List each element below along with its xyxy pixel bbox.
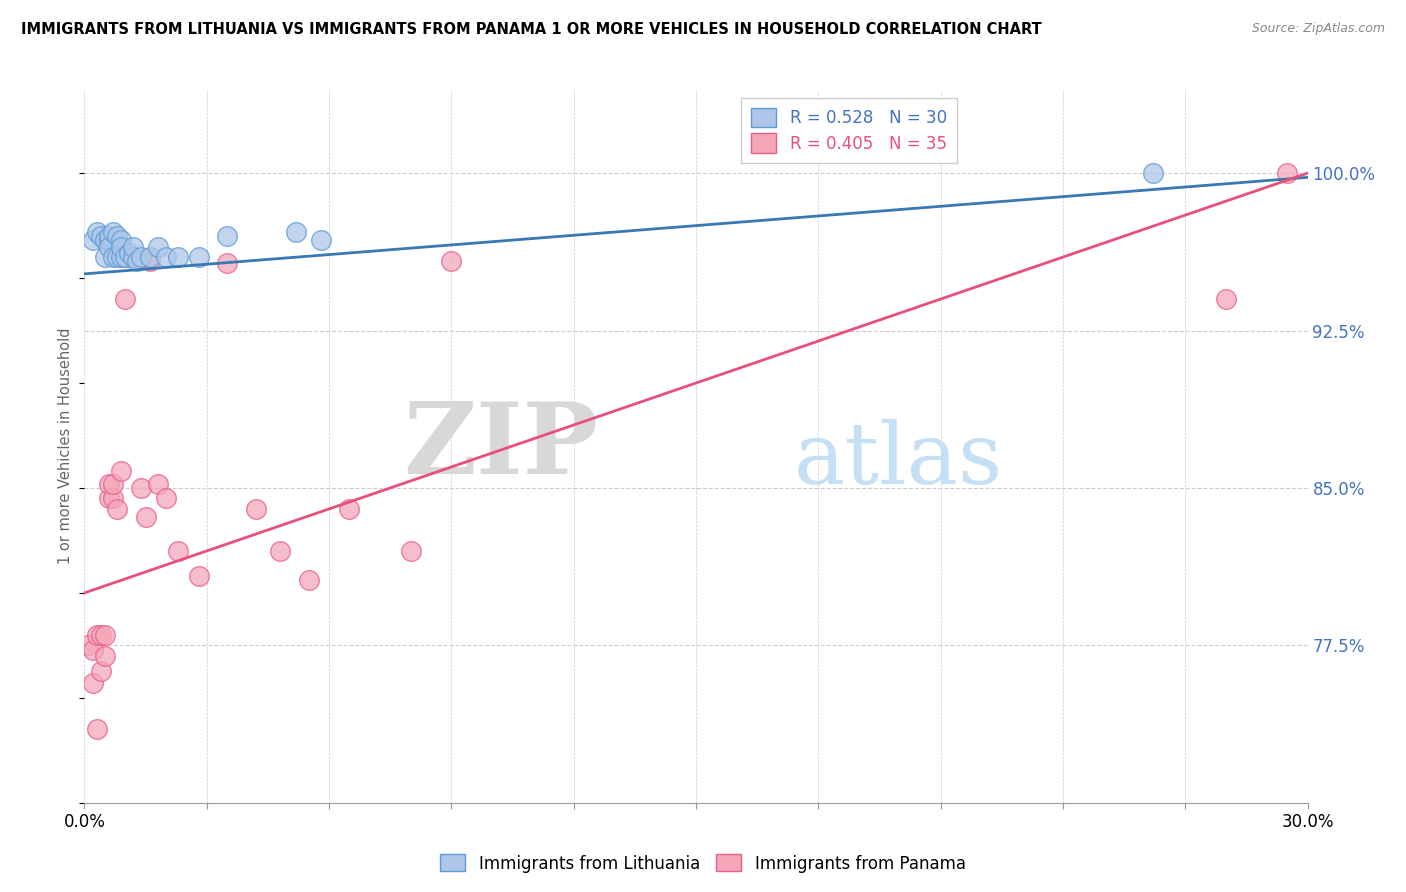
Point <box>217 256 239 270</box>
Point <box>187 569 209 583</box>
Point <box>309 233 332 247</box>
Point <box>105 250 128 264</box>
Point <box>114 292 136 306</box>
Y-axis label: 1 or more Vehicles in Household: 1 or more Vehicles in Household <box>58 327 73 565</box>
Point <box>110 250 132 264</box>
Point <box>93 233 117 247</box>
Point <box>82 642 104 657</box>
Point <box>269 544 291 558</box>
Point <box>285 225 308 239</box>
Point <box>90 628 112 642</box>
Text: Source: ZipAtlas.com: Source: ZipAtlas.com <box>1251 22 1385 36</box>
Point <box>217 229 239 244</box>
Point <box>131 481 153 495</box>
Legend: R = 0.528   N = 30, R = 0.405   N = 35: R = 0.528 N = 30, R = 0.405 N = 35 <box>741 97 956 162</box>
Point <box>86 628 108 642</box>
Point <box>146 476 169 491</box>
Point <box>101 250 124 264</box>
Point <box>135 510 157 524</box>
Point <box>101 491 124 506</box>
Point <box>1142 166 1164 180</box>
Legend: Immigrants from Lithuania, Immigrants from Panama: Immigrants from Lithuania, Immigrants fr… <box>433 847 973 880</box>
Text: atlas: atlas <box>794 418 1002 502</box>
Point <box>97 239 120 253</box>
Point <box>77 639 100 653</box>
Point <box>97 233 120 247</box>
Point <box>110 233 132 247</box>
Point <box>93 648 117 663</box>
Point <box>298 574 321 588</box>
Point <box>440 254 463 268</box>
Point <box>90 229 112 244</box>
Point <box>114 250 136 264</box>
Point <box>105 502 128 516</box>
Point <box>105 229 128 244</box>
Point <box>93 628 117 642</box>
Point <box>131 250 153 264</box>
Point <box>90 664 112 678</box>
Point <box>155 250 177 264</box>
Point <box>127 254 149 268</box>
Point <box>110 464 132 478</box>
Point <box>114 250 136 264</box>
Point <box>101 476 124 491</box>
Point <box>86 225 108 239</box>
Point <box>118 246 141 260</box>
Point <box>93 250 117 264</box>
Point <box>97 229 120 244</box>
Point <box>118 250 141 264</box>
Text: IMMIGRANTS FROM LITHUANIA VS IMMIGRANTS FROM PANAMA 1 OR MORE VEHICLES IN HOUSEH: IMMIGRANTS FROM LITHUANIA VS IMMIGRANTS … <box>21 22 1042 37</box>
Point <box>97 476 120 491</box>
Point <box>97 491 120 506</box>
Point <box>187 250 209 264</box>
Text: ZIP: ZIP <box>404 398 598 494</box>
Point <box>399 544 422 558</box>
Point <box>167 544 190 558</box>
Point <box>101 225 124 239</box>
Point <box>1215 292 1237 306</box>
Point <box>155 491 177 506</box>
Point <box>86 723 108 737</box>
Point <box>245 502 267 516</box>
Point <box>82 676 104 690</box>
Point <box>146 239 169 253</box>
Point <box>339 502 361 516</box>
Point <box>122 250 145 264</box>
Point <box>138 250 160 264</box>
Point <box>110 239 132 253</box>
Point <box>167 250 190 264</box>
Point <box>122 239 145 253</box>
Point <box>122 250 145 264</box>
Point <box>138 254 160 268</box>
Point <box>82 233 104 247</box>
Point <box>1277 166 1299 180</box>
